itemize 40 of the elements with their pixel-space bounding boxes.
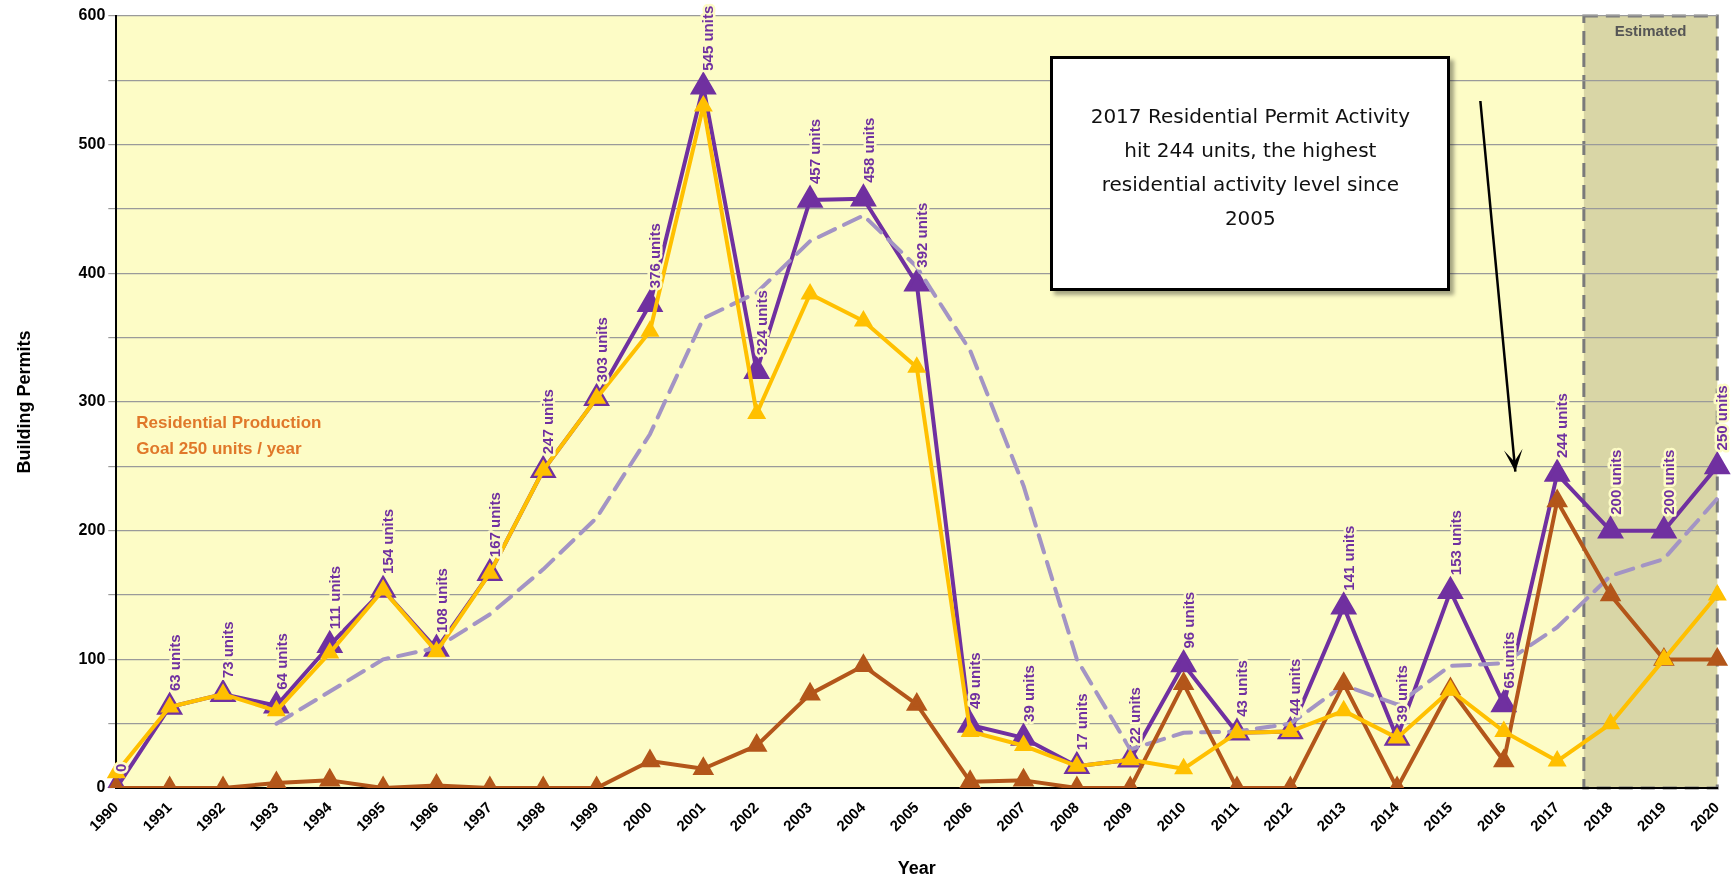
y-tick-label: 500: [78, 135, 106, 153]
data-label: 96 units: [1179, 591, 1197, 649]
y-tick-label: 300: [78, 392, 106, 410]
y-tick-label: 0: [96, 778, 106, 796]
data-label: 108 units: [432, 568, 450, 634]
data-label: 458 units: [859, 117, 877, 183]
data-label: 392 units: [912, 202, 930, 268]
y-axis-title: Building Permits: [13, 330, 34, 474]
data-label: 200 units: [1606, 449, 1624, 515]
data-label: 154 units: [379, 508, 397, 574]
data-label: 457 units: [806, 118, 824, 185]
y-tick-label: 400: [78, 263, 106, 281]
data-label: 153 units: [1446, 510, 1464, 576]
data-label: 22 units: [1126, 687, 1144, 744]
data-label: 17 units: [1073, 693, 1091, 751]
x-axis-title: Year: [897, 858, 936, 879]
data-label: 167 units: [486, 492, 503, 558]
data-label: 43 units: [1233, 660, 1251, 717]
data-label: 63 units: [165, 634, 183, 692]
annotation: Goal 250 units / year: [136, 439, 303, 459]
data-label: 39 units: [1393, 665, 1411, 722]
y-tick-label: 200: [78, 521, 106, 539]
data-label: 141 units: [1339, 525, 1357, 591]
data-label: 250 units: [1713, 385, 1731, 451]
y-tick-label: 100: [78, 649, 106, 667]
note-box: 2017 Residential Permit Activity hit 244 units, the highest residential activity level since 2005: [1050, 56, 1451, 291]
data-label: 73 units: [219, 621, 237, 679]
data-label: 49 units: [966, 652, 984, 710]
band-label: Estimated: [1614, 21, 1687, 39]
data-label: 200 units: [1660, 449, 1678, 515]
data-label: 303 units: [592, 317, 610, 383]
data-label: 0: [112, 763, 130, 773]
data-label: 39 units: [1019, 665, 1037, 722]
data-label: 64 units: [272, 633, 290, 690]
data-label: 247 units: [539, 389, 557, 455]
data-label: 244 units: [1553, 393, 1571, 459]
annotation: Residential Production: [136, 413, 322, 433]
data-label: 111 units: [325, 565, 343, 630]
y-tick-label: 600: [78, 6, 106, 24]
data-label: 545 units: [699, 5, 717, 71]
